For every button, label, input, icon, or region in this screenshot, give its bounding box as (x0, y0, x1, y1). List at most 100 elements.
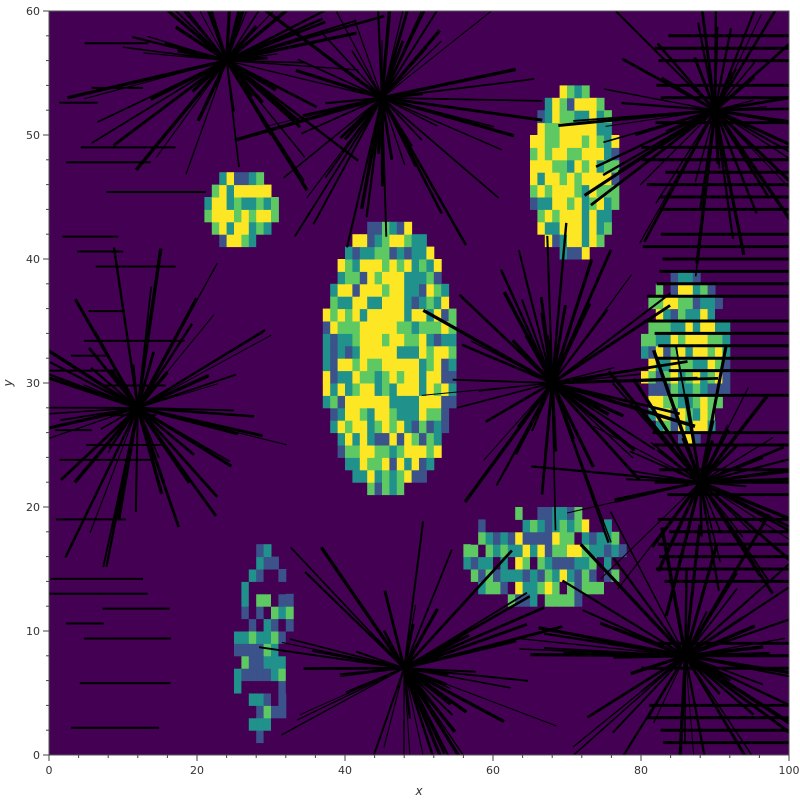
heat-cell (522, 593, 531, 607)
vector-segment (403, 521, 425, 669)
heat-cell (618, 556, 627, 570)
vector-segment (579, 543, 687, 657)
heat-cell (641, 383, 649, 396)
vector-segment (456, 382, 553, 409)
heat-cell (359, 246, 368, 260)
heat-cell (322, 383, 331, 396)
heat-cell (396, 457, 405, 471)
heat-cell (285, 680, 294, 694)
vector-segment (225, 11, 289, 62)
heat-cell (352, 370, 361, 384)
heat-cell (256, 197, 265, 210)
heat-cell (544, 147, 553, 161)
heat-cell (670, 296, 679, 310)
heat-cell (389, 432, 398, 446)
heat-cell (552, 172, 561, 186)
heat-cell (567, 221, 575, 235)
heat-cell (685, 383, 694, 396)
vector-segment (650, 441, 701, 483)
vector-segment (325, 96, 383, 105)
vector-segment (353, 19, 383, 99)
heat-cell (515, 556, 524, 570)
vector-segment (694, 110, 716, 277)
vector-segment (685, 618, 789, 657)
heat-cell (263, 705, 272, 719)
heat-cell (648, 358, 657, 372)
heat-cell (655, 345, 664, 359)
heat-cell (574, 519, 583, 533)
heat-cell (419, 321, 427, 334)
heat-cell (396, 432, 405, 446)
vector-segment (112, 247, 139, 408)
heat-cell (441, 321, 450, 334)
vector-segment (225, 11, 260, 62)
y-tick-label: 20 (26, 501, 40, 514)
heat-cell (256, 668, 265, 682)
heat-cell (396, 407, 405, 421)
vector-segment (137, 406, 254, 418)
heat-cell (655, 395, 664, 409)
vector-segment (551, 309, 609, 384)
heat-cell (530, 556, 538, 570)
heat-cell (700, 308, 709, 322)
heat-cell (337, 333, 346, 347)
heat-cell (574, 110, 583, 124)
heat-cell (256, 221, 265, 235)
heat-cell (382, 321, 390, 334)
heat-cell (537, 110, 546, 124)
vector-segment (136, 407, 164, 495)
heat-cell (382, 482, 390, 496)
vector-segment (136, 406, 233, 468)
vector-segment (199, 11, 228, 61)
vector-segment (714, 107, 789, 112)
heat-cell (581, 197, 590, 210)
vector-segment (380, 11, 426, 99)
heat-cell (382, 383, 390, 396)
heat-cell (367, 457, 376, 471)
heat-cell (396, 445, 405, 458)
heat-cell (367, 432, 376, 446)
vector-segment (64, 407, 139, 559)
heat-cell (367, 333, 376, 347)
heat-cell (359, 358, 368, 372)
heat-cell (670, 395, 679, 409)
heat-cell (692, 395, 701, 409)
vector-segment (621, 101, 716, 112)
vector-segment (714, 26, 719, 111)
vector-segment (339, 96, 383, 139)
heat-cell (389, 296, 398, 310)
heat-cell (263, 643, 272, 657)
vector-segment (134, 59, 228, 171)
heat-cell (337, 283, 346, 297)
heat-cell (678, 271, 686, 285)
vector-segment (714, 96, 789, 112)
heat-cell (256, 544, 265, 558)
vector-segment (561, 579, 686, 657)
vector-segment (73, 406, 140, 484)
heat-cell (396, 271, 405, 285)
heat-cell (204, 209, 213, 223)
heat-cell (433, 407, 442, 421)
heat-cell (396, 283, 405, 297)
heat-cell (345, 383, 353, 396)
vector-segment (531, 465, 701, 484)
heat-cell (352, 407, 361, 421)
heat-cell (552, 135, 561, 148)
heat-cell (367, 407, 376, 421)
heat-cell (433, 395, 442, 409)
heat-cell (574, 184, 583, 198)
heat-cell (271, 569, 279, 582)
heat-cell (559, 507, 568, 520)
heat-cell (500, 531, 509, 545)
vector-segment (540, 382, 554, 495)
heat-cell (234, 234, 242, 248)
vector-segment (226, 59, 391, 101)
heat-cell (271, 631, 279, 644)
heat-cell (345, 407, 353, 421)
heat-cell (337, 395, 346, 409)
heat-cell (530, 135, 538, 148)
heat-cell (396, 345, 405, 359)
heat-cell (285, 643, 294, 657)
heat-cell (500, 569, 509, 582)
heat-cell (581, 184, 590, 198)
